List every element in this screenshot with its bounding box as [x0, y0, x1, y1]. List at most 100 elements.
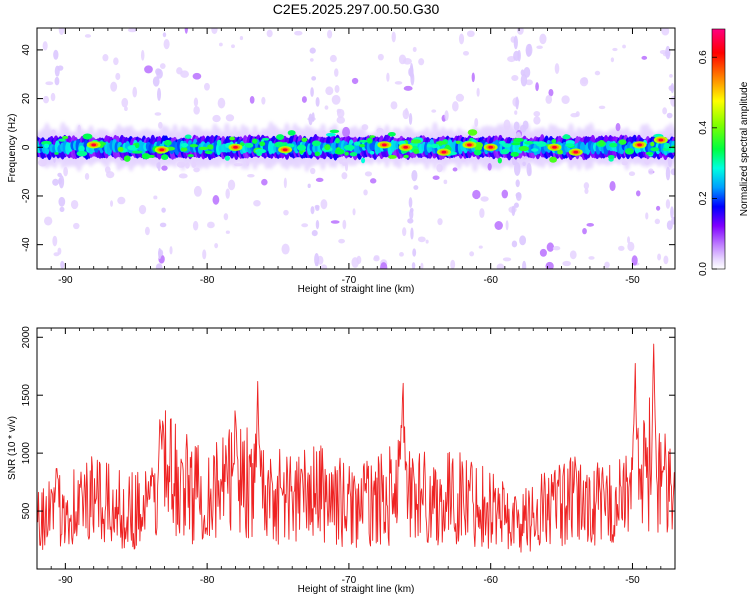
spectrogram-noise-blob — [110, 81, 118, 92]
spectrogram-band-cell — [148, 154, 155, 158]
spectrogram-hot-spot — [637, 143, 642, 147]
spectrogram-noise-blob — [615, 123, 621, 132]
spectrogram-noise-blob — [113, 57, 119, 66]
spectrogram-hot-spot — [441, 150, 447, 154]
spectrogram-noise-blob — [583, 182, 590, 190]
spectrogram-band-cell — [565, 143, 575, 147]
spectrogram-noise-blob — [502, 257, 512, 262]
spectrogram-noise-blob — [53, 252, 60, 257]
snr-y-tick-label: 1000 — [21, 442, 32, 465]
spectrogram-band-cell — [335, 137, 340, 144]
spectrogram-band-cell — [609, 142, 618, 148]
spectrogram-noise-blob — [231, 44, 235, 49]
spectrogram-noise-blob — [202, 249, 207, 260]
spectrogram-noise-blob — [281, 243, 290, 255]
spectrogram-x-tick-label: -50 — [625, 275, 640, 286]
spectrogram-streak-blob — [513, 35, 518, 50]
spectrogram-noise-blob — [402, 227, 407, 237]
spectrogram-noise-blob — [58, 28, 65, 35]
spectrogram-noise-blob — [245, 156, 250, 167]
spectrogram-band-cell — [311, 140, 321, 147]
spectrogram-streak-blob — [156, 162, 160, 169]
spectrogram-noise-blob — [466, 30, 475, 38]
spectrogram-streak-blob — [513, 202, 519, 208]
spectrogram-noise-blob — [334, 84, 340, 93]
spectrogram-noise-blob — [204, 82, 210, 91]
spectrogram-band-cell — [204, 150, 213, 155]
spectrogram-noise-blob — [536, 45, 543, 50]
spectrogram-noise-blob — [50, 92, 56, 102]
spectrogram-noise-blob — [283, 177, 287, 189]
spectrogram-noise-blob — [657, 253, 662, 261]
spectrogram-noise-blob — [627, 236, 631, 244]
spectrogram-band — [37, 129, 675, 164]
spectrogram-noise-blob — [516, 28, 524, 35]
spectrogram-noise-blob — [212, 195, 220, 205]
spectrogram-streak-blob — [309, 47, 316, 54]
colorbar-tick-label: 0.4 — [698, 120, 709, 134]
spectrogram-noise-blob — [584, 188, 589, 194]
spectrogram-noise-blob — [552, 246, 561, 251]
spectrogram-noise-blob — [645, 212, 649, 220]
spectrogram-band-cell — [388, 154, 397, 159]
snr-content — [37, 343, 675, 553]
spectrogram-noise-blob — [77, 124, 81, 134]
spectrogram-streak-blob — [155, 263, 163, 269]
spectrogram-noise-blob — [84, 34, 92, 38]
spectrogram-noise-blob — [45, 81, 54, 86]
spectrogram-noise-blob — [336, 116, 346, 124]
spectrogram-noise-blob — [628, 171, 636, 176]
spectrogram-panel: -90 -80 -70 -60 -50 -40 -20 0 20 40 Height of str… — [7, 27, 676, 295]
spectrogram-noise-blob — [138, 204, 147, 215]
spectrogram-band-cell — [314, 151, 320, 157]
spectrogram-noise-blob — [610, 57, 615, 63]
spectrogram-noise-blob — [121, 97, 129, 108]
spectrogram-band-cell — [198, 146, 209, 151]
colorbar-tick-label: 0.6 — [698, 50, 709, 64]
spectrogram-band-cell — [349, 152, 358, 157]
spectrogram-streak-blob — [162, 32, 167, 38]
spectrogram-noise-blob — [655, 205, 661, 211]
spectrogram-noise-blob — [338, 238, 345, 244]
spectrogram-streak-blob — [526, 162, 532, 177]
spectrogram-noise-blob — [223, 213, 229, 221]
spectrogram-band-cell — [435, 141, 447, 145]
spectrogram-streak-blob — [59, 206, 65, 212]
spectrogram-streak-blob — [152, 76, 160, 87]
spectrogram-y-tick-label: -40 — [21, 237, 32, 252]
spectrogram-band-cell — [549, 156, 558, 163]
spectrogram-streak-blob — [310, 87, 314, 97]
spectrogram-streak-blob — [307, 183, 311, 189]
spectrogram-band-cell — [557, 149, 563, 155]
spectrogram-noise-blob — [247, 174, 255, 178]
spectrogram-noise-blob — [474, 117, 479, 127]
spectrogram-streak-blob — [522, 120, 529, 130]
colorbar-axis: 0.0 0.2 0.4 0.6 — [698, 50, 717, 276]
spectrogram-streak-blob — [311, 229, 318, 237]
spectrogram-streak-blob — [522, 260, 527, 269]
spectrogram-noise-blob — [309, 58, 314, 62]
spectrogram-band-cell — [334, 148, 345, 155]
spectrogram-x-tick-label: -80 — [200, 275, 215, 286]
spectrogram-band-cell — [551, 138, 557, 144]
spectrogram-frame — [36, 27, 676, 270]
spectrogram-streak-blob — [54, 65, 60, 77]
spectrogram-noise-blob — [598, 105, 606, 110]
spectrogram-y-tick-label: -20 — [21, 188, 32, 203]
spectrogram-noise-blob — [193, 167, 200, 173]
spectrogram-streak-blob — [412, 248, 417, 257]
spectrogram-hot-spot — [488, 145, 494, 149]
spectrogram-band-cell — [403, 154, 409, 159]
spectrogram-noise-blob — [648, 168, 654, 175]
spectrogram-band-cell — [189, 143, 199, 148]
colorbar-title: Normalized spectral amplitude — [739, 81, 750, 216]
spectrogram-noise-blob — [436, 163, 443, 173]
spectrogram-noise-blob — [394, 81, 403, 85]
spectrogram-noise-blob — [132, 86, 138, 98]
spectrogram-band-cell — [618, 139, 627, 145]
spectrogram-noise-blob — [338, 156, 344, 164]
spectrogram-y-tick-label: 20 — [21, 93, 32, 105]
spectrogram-streak-blob — [314, 252, 320, 266]
spectrogram-band-cell — [207, 144, 214, 150]
